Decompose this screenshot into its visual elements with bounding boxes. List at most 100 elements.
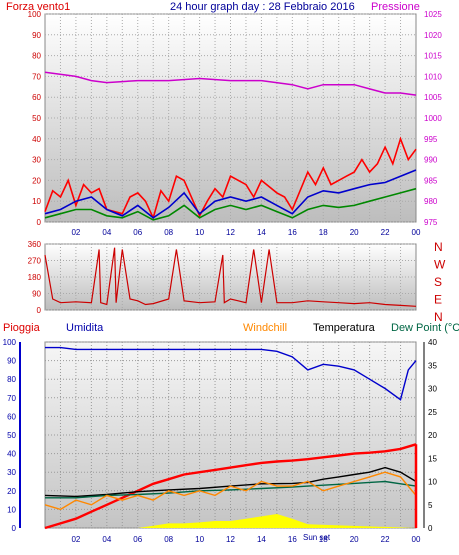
pressure-ytick-label: 1005: [424, 93, 442, 102]
wind-ytick-label: 100: [28, 10, 42, 19]
pressure-ytick-label: 990: [424, 156, 438, 165]
humidity-ytick-label: 10: [7, 505, 16, 514]
wind-xtick-label: 20: [350, 228, 359, 237]
humidity-ytick-label: 100: [3, 338, 17, 347]
humidity-ytick-label: 80: [7, 375, 16, 384]
compass-label: N: [434, 240, 443, 254]
series-temperatura: [44, 466, 417, 498]
direction-ytick-label: 0: [37, 306, 42, 315]
wind-xtick-label: 22: [381, 228, 390, 237]
direction-axis-ticks: 0 90 180 270 360: [28, 240, 42, 315]
direction-ytick-label: 270: [28, 257, 42, 266]
pressure-ytick-label: 985: [424, 176, 438, 185]
temperature-ytick-label: 20: [428, 431, 437, 440]
pressure-ytick-label: 1000: [424, 114, 442, 123]
weather-xtick-label: 06: [133, 535, 142, 544]
weather-xtick-label: 00: [412, 535, 421, 544]
temperature-ytick-label: 30: [428, 385, 437, 394]
temperature-ytick-label: 35: [428, 361, 437, 370]
compass-label: E: [434, 293, 442, 307]
series-solare: [45, 514, 416, 528]
pressure-ytick-label: 1010: [424, 72, 442, 81]
series-pressione: [44, 71, 417, 96]
humidity-ytick-label: 30: [7, 468, 16, 477]
wind-ytick-label: 50: [32, 114, 41, 123]
weather-xtick-label: 16: [288, 535, 297, 544]
compass-label: S: [434, 275, 442, 289]
wind-xtick-label: 12: [226, 228, 235, 237]
humidity-ytick-label: 60: [7, 412, 16, 421]
temperature-ytick-label: 25: [428, 408, 437, 417]
legend-temperatura: Temperatura: [313, 322, 376, 334]
temperature-ytick-label: 5: [428, 501, 433, 510]
weather-xtick-label: 10: [195, 535, 204, 544]
series-windchill: [44, 471, 417, 511]
wind-ytick-label: 10: [32, 197, 41, 206]
wind-axis-ticks: 0102030405060708090100975980985990995100…: [28, 10, 443, 237]
weather-series: [44, 346, 418, 530]
direction-ytick-label: 360: [28, 240, 42, 249]
wind-ytick-label: 60: [32, 93, 41, 102]
compass-label: N: [434, 310, 443, 324]
wind-ytick-label: 90: [32, 31, 41, 40]
pressure-ytick-label: 1020: [424, 31, 442, 40]
pressure-ytick-label: 995: [424, 135, 438, 144]
series-raffica: [44, 136, 417, 221]
wind-ytick-label: 20: [32, 176, 41, 185]
humidity-ytick-label: 70: [7, 394, 16, 403]
series-direzione: [44, 247, 417, 307]
pressure-ytick-label: 980: [424, 197, 438, 206]
sunset-annotation: Sun set: [303, 533, 331, 542]
series-umidita: [45, 346, 417, 401]
wind-ytick-label: 80: [32, 52, 41, 61]
wind-xtick-label: 02: [71, 228, 80, 237]
weather-grid: [45, 341, 416, 529]
weather-xtick-label: 12: [226, 535, 235, 544]
direction-series: [44, 247, 417, 307]
wind-xtick-label: 00: [412, 228, 421, 237]
direction-ytick-label: 90: [32, 290, 41, 299]
wind-left-label: Forza vento1: [6, 1, 70, 13]
humidity-ytick-label: 0: [12, 524, 17, 533]
wind-xtick-label: 14: [257, 228, 266, 237]
humidity-ytick-label: 20: [7, 487, 16, 496]
temperature-ytick-label: 15: [428, 454, 437, 463]
wind-xtick-label: 06: [133, 228, 142, 237]
weather-xtick-label: 18: [319, 535, 328, 544]
wind-ytick-label: 30: [32, 156, 41, 165]
pressure-ytick-label: 975: [424, 218, 438, 227]
weather-xtick-label: 04: [102, 535, 111, 544]
humidity-ytick-label: 90: [7, 357, 16, 366]
weather-xtick-label: 20: [350, 535, 359, 544]
weather-xtick-label: 14: [257, 535, 266, 544]
series-dewpoint: [45, 480, 417, 499]
chart-title: 24 hour graph day : 28 Febbraio 2016: [170, 1, 355, 13]
legend-dewpoint: Dew Point (°C: [391, 322, 459, 334]
weather-xtick-label: 02: [71, 535, 80, 544]
wind-grid: [45, 13, 416, 223]
humidity-ytick-label: 50: [7, 431, 16, 440]
temperature-ytick-label: 40: [428, 338, 437, 347]
pressure-ytick-label: 1025: [424, 10, 442, 19]
wind-xtick-label: 16: [288, 228, 297, 237]
humidity-ytick-label: 40: [7, 450, 16, 459]
temperature-ytick-label: 0: [428, 524, 433, 533]
wind-xtick-label: 08: [164, 228, 173, 237]
pressure-right-label: Pressione: [371, 1, 420, 13]
series-pioggia: [44, 443, 417, 530]
series-media: [44, 169, 417, 219]
weather-xtick-label: 08: [164, 535, 173, 544]
pressure-ytick-label: 1015: [424, 52, 442, 61]
series-vento: [44, 187, 417, 221]
wind-xtick-label: 10: [195, 228, 204, 237]
legend-windchill: Windchill: [243, 322, 287, 334]
wind-series: [44, 71, 417, 221]
direction-ytick-label: 180: [28, 273, 42, 282]
compass-label: W: [434, 258, 446, 272]
wind-xtick-label: 04: [102, 228, 111, 237]
legend-umidita: Umidita: [66, 322, 104, 334]
wind-ytick-label: 40: [32, 135, 41, 144]
temperature-ytick-label: 10: [428, 478, 437, 487]
